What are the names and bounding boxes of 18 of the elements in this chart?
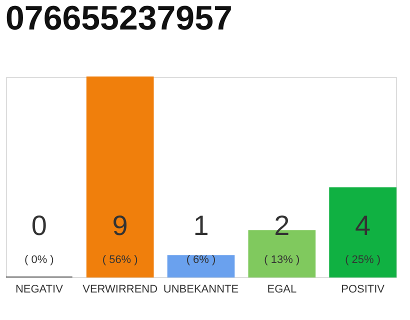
annotation: 4	[355, 210, 371, 241]
x-tick-label: EGAL	[267, 284, 297, 296]
data-label: ( 6% )	[186, 254, 216, 266]
x-tick-label: UNBEKANNTE	[163, 284, 239, 296]
annotation: 0	[31, 210, 47, 241]
data-label: ( 56% )	[102, 254, 138, 266]
x-tick-label: VERWIRREND	[82, 284, 158, 296]
data-label: ( 13% )	[264, 254, 300, 266]
x-tick-label: POSITIV	[341, 284, 386, 296]
x-tick-label: NEGATIV	[15, 284, 64, 296]
bar	[86, 76, 154, 278]
data-label: ( 25% )	[345, 254, 381, 266]
annotation: 1	[193, 210, 209, 241]
data-label: ( 0% )	[24, 254, 54, 266]
bar	[329, 187, 396, 278]
chart-title: 076655237957	[6, 0, 232, 38]
annotation: 9	[112, 210, 128, 241]
bar	[167, 255, 235, 278]
